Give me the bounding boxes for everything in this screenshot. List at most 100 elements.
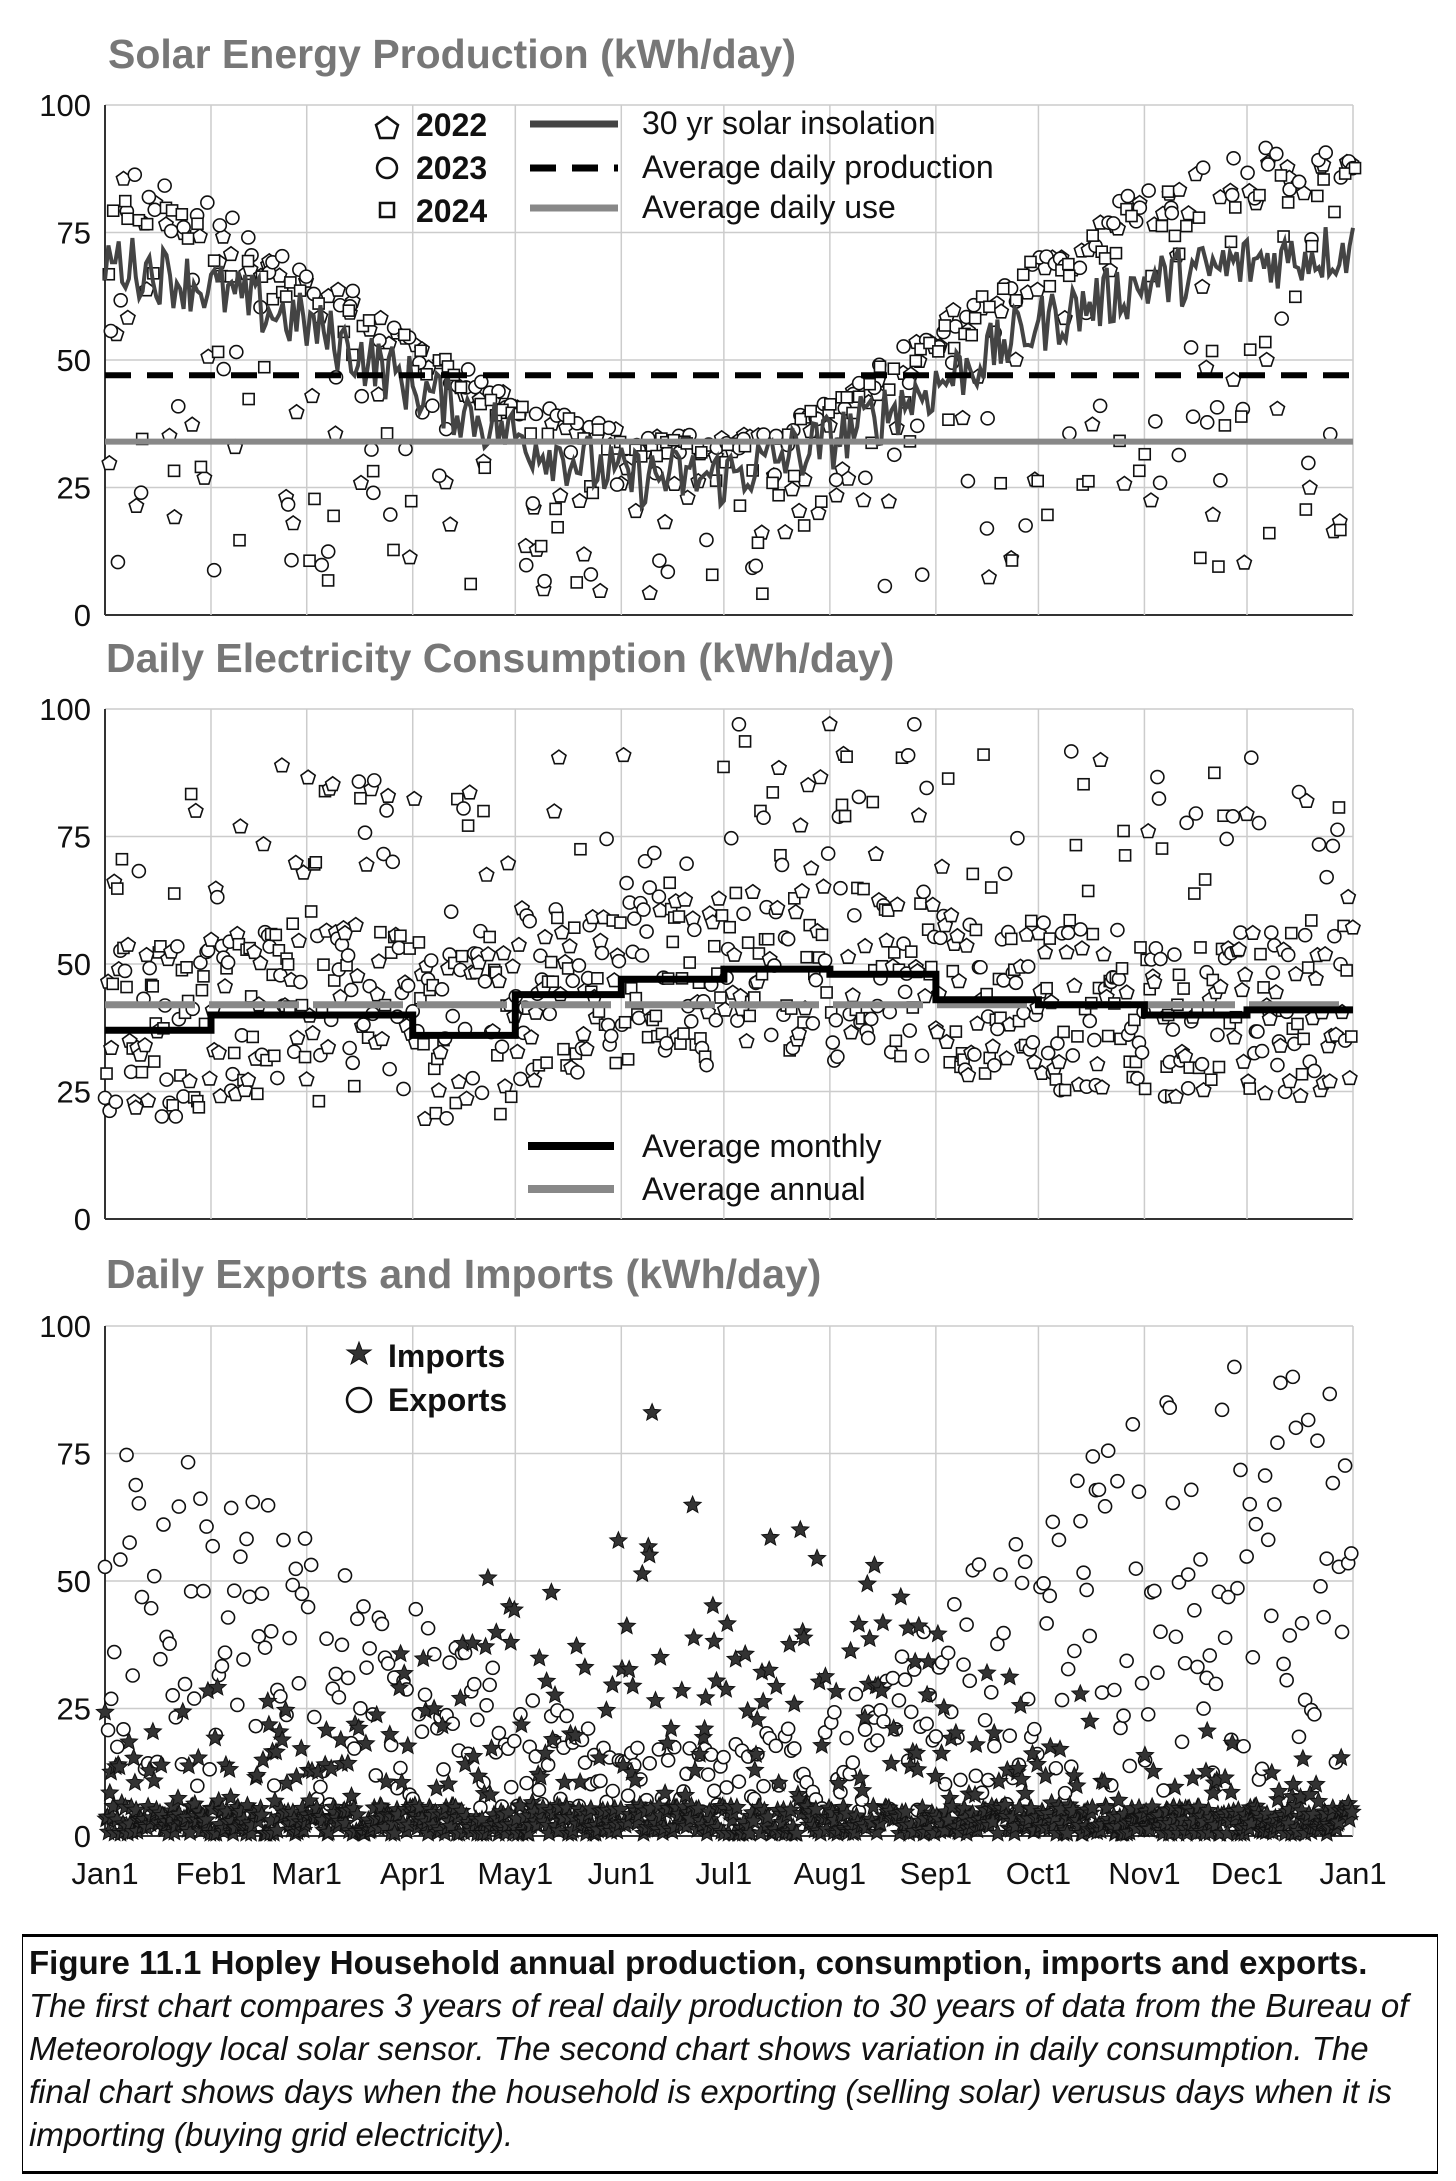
data-point-export (993, 1567, 1008, 1582)
data-point-2024 (242, 392, 255, 406)
x-tick-Jul1-6: Jul1 (695, 1856, 752, 1891)
data-point-import (907, 1759, 928, 1779)
data-point-export (956, 1657, 971, 1672)
data-point-consumption (792, 817, 809, 833)
data-point-2023 (212, 218, 228, 233)
data-point-import (1342, 1801, 1362, 1821)
data-point-2023 (1185, 409, 1201, 424)
data-point-2023 (432, 468, 447, 483)
data-point-2022 (327, 425, 344, 441)
data-point-export (1183, 1482, 1199, 1498)
data-point-export (143, 1600, 159, 1616)
data-point-consumption (370, 953, 387, 969)
data-point-2023 (699, 532, 714, 548)
data-point-consumption (1307, 1063, 1322, 1079)
data-point-consumption (542, 1006, 557, 1022)
data-point-consumption (902, 1023, 918, 1038)
data-point-consumption (1280, 947, 1296, 963)
data-point-consumption (483, 930, 496, 944)
data-point-export (470, 1712, 485, 1728)
data-point-consumption (406, 790, 423, 806)
data-point-export (703, 1747, 719, 1762)
data-point-consumption (723, 920, 736, 934)
data-point-import (766, 1676, 787, 1695)
data-point-consumption (1332, 801, 1346, 814)
data-point-consumption (1087, 1032, 1102, 1048)
data-point-import (934, 1697, 954, 1717)
data-point-consumption (904, 945, 918, 958)
data-point-consumption (787, 903, 804, 920)
data-point-consumption (793, 882, 811, 899)
data-point-consumption (1128, 1013, 1141, 1027)
data-point-import (1306, 1774, 1326, 1793)
data-point-consumption (135, 1065, 149, 1079)
data-point-consumption (490, 972, 507, 989)
data-point-consumption (1298, 792, 1315, 809)
data-point-import (266, 1741, 286, 1761)
data-point-consumption (825, 1035, 841, 1050)
data-point-export (1285, 1369, 1301, 1385)
data-point-import (727, 1797, 747, 1816)
data-point-consumption (1150, 769, 1165, 785)
data-point-export (346, 1741, 362, 1756)
data-point-export (374, 1616, 390, 1632)
data-point-import (123, 1747, 144, 1767)
data-point-consumption (821, 715, 838, 732)
data-point-export (1242, 1496, 1258, 1512)
data-point-import (475, 1636, 496, 1656)
data-point-2024 (947, 341, 961, 355)
data-point-import (625, 1770, 645, 1789)
data-point-2023 (828, 472, 844, 488)
data-point-import (871, 1680, 892, 1700)
data-point-2023 (229, 344, 244, 360)
data-point-export (128, 1477, 144, 1493)
data-point-consumption (536, 928, 554, 945)
data-point-import (397, 1735, 418, 1755)
data-point-2023 (1274, 311, 1290, 326)
data-point-2024 (1262, 526, 1276, 540)
y-tick-25: 25 (57, 1692, 91, 1727)
data-point-consumption (800, 950, 813, 964)
data-point-export (525, 1693, 541, 1708)
data-point-2023 (518, 557, 534, 573)
data-point-export (162, 1636, 177, 1651)
data-point-2024 (484, 393, 498, 407)
data-point-consumption (342, 1040, 357, 1056)
data-point-2023 (1106, 216, 1121, 231)
data-point-import (1035, 1765, 1056, 1785)
data-point-2024 (551, 520, 564, 534)
data-point-2024 (279, 290, 293, 303)
data-point-2024 (211, 345, 225, 359)
data-point-2022 (1258, 351, 1275, 367)
data-point-export (1085, 1449, 1101, 1464)
data-point-export (937, 1776, 953, 1792)
data-point-consumption (290, 932, 307, 948)
data-point-2023 (877, 578, 893, 594)
data-point-consumption (357, 825, 373, 840)
data-point-consumption (201, 1070, 218, 1086)
data-point-export (393, 1760, 408, 1776)
data-point-import (1143, 1761, 1164, 1780)
data-point-2022 (352, 474, 370, 491)
data-point-consumption (458, 1090, 475, 1106)
data-point-import (881, 1753, 902, 1772)
y-tick-100: 100 (39, 1309, 91, 1344)
data-point-import (619, 1659, 639, 1678)
data-point-consumption (1058, 944, 1075, 960)
data-point-import (380, 1724, 400, 1743)
data-point-2022 (285, 515, 302, 531)
data-point-import (188, 1747, 209, 1767)
data-point-import (931, 1743, 952, 1762)
data-point-import (394, 1663, 414, 1682)
data-point-2024 (121, 212, 134, 226)
data-point-consumption (1254, 1043, 1270, 1059)
data-point-consumption (1118, 849, 1132, 862)
data-point-import (632, 1563, 653, 1583)
data-point-consumption (933, 858, 951, 874)
data-point-import (219, 1759, 240, 1778)
data-point-import (661, 1718, 681, 1737)
data-point-import (1308, 1791, 1329, 1810)
data-point-2023 (960, 473, 976, 489)
data-point-import (826, 1681, 847, 1700)
data-point-export (300, 1599, 316, 1615)
